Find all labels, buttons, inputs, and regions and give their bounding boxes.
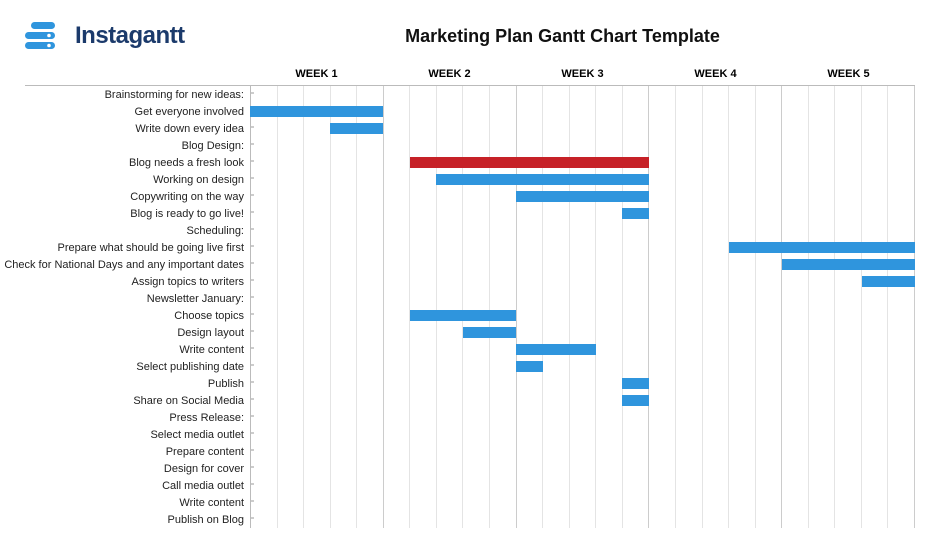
- gantt-bar: [410, 157, 649, 168]
- task-label: Share on Social Media: [25, 392, 250, 409]
- task-label: Prepare content: [25, 443, 250, 460]
- timeline-column: WEEK 1WEEK 2WEEK 3WEEK 4WEEK 5: [250, 62, 915, 528]
- task-label: Blog Design:: [25, 137, 250, 154]
- task-label: Assign topics to writers: [25, 273, 250, 290]
- gantt-chart: Brainstorming for new ideas:Get everyone…: [25, 62, 915, 528]
- gantt-row: [250, 392, 915, 409]
- task-label: Prepare what should be going live first: [25, 239, 250, 256]
- task-label: Choose topics: [25, 307, 250, 324]
- gantt-bar: [622, 208, 649, 219]
- gantt-row: [250, 375, 915, 392]
- gantt-bar: [516, 344, 596, 355]
- task-label: Get everyone involved: [25, 103, 250, 120]
- gantt-row: [250, 426, 915, 443]
- gantt-row: [250, 188, 915, 205]
- task-label: Newsletter January:: [25, 290, 250, 307]
- gantt-row: [250, 222, 915, 239]
- task-label: Publish on Blog: [25, 511, 250, 528]
- task-label: Press Release:: [25, 409, 250, 426]
- gantt-row: [250, 443, 915, 460]
- task-label: Write content: [25, 494, 250, 511]
- labels-header-spacer: [25, 62, 250, 86]
- gantt-row: [250, 358, 915, 375]
- gantt-row: [250, 290, 915, 307]
- page-title: Marketing Plan Gantt Chart Template: [210, 26, 915, 47]
- task-label: Call media outlet: [25, 477, 250, 494]
- task-label: Write content: [25, 341, 250, 358]
- gantt-bar: [436, 174, 649, 185]
- gantt-row: [250, 171, 915, 188]
- task-labels-column: Brainstorming for new ideas:Get everyone…: [25, 62, 250, 528]
- task-label: Working on design: [25, 171, 250, 188]
- gantt-bar: [862, 276, 915, 287]
- task-label: Blog is ready to go live!: [25, 205, 250, 222]
- gantt-row: [250, 341, 915, 358]
- gantt-row: [250, 511, 915, 528]
- gantt-bar: [622, 378, 649, 389]
- task-label: Scheduling:: [25, 222, 250, 239]
- gantt-bar: [330, 123, 383, 134]
- week-header-cell: WEEK 1: [250, 68, 383, 80]
- gantt-bar: [782, 259, 915, 270]
- week-header: WEEK 1WEEK 2WEEK 3WEEK 4WEEK 5: [250, 62, 915, 86]
- task-label: Brainstorming for new ideas:: [25, 86, 250, 103]
- task-label: Select publishing date: [25, 358, 250, 375]
- gantt-row: [250, 86, 915, 103]
- gantt-bar: [250, 106, 383, 117]
- gantt-row: [250, 307, 915, 324]
- gantt-row: [250, 120, 915, 137]
- gantt-row: [250, 273, 915, 290]
- gantt-row: [250, 137, 915, 154]
- brand-icon: [25, 20, 65, 52]
- task-label: Design for cover: [25, 460, 250, 477]
- gantt-row: [250, 103, 915, 120]
- gantt-bar: [622, 395, 649, 406]
- gantt-row: [250, 494, 915, 511]
- week-header-cell: WEEK 2: [383, 68, 516, 80]
- week-header-cell: WEEK 5: [782, 68, 915, 80]
- gantt-row: [250, 205, 915, 222]
- gantt-row: [250, 477, 915, 494]
- gantt-bar: [516, 191, 649, 202]
- task-label: Copywriting on the way: [25, 188, 250, 205]
- gantt-row: [250, 409, 915, 426]
- task-label: Design layout: [25, 324, 250, 341]
- gantt-bar: [463, 327, 516, 338]
- gantt-row: [250, 154, 915, 171]
- page-container: Instagantt Marketing Plan Gantt Chart Te…: [0, 0, 940, 544]
- task-label: Publish: [25, 375, 250, 392]
- task-label: Select media outlet: [25, 426, 250, 443]
- task-label: Write down every idea: [25, 120, 250, 137]
- gantt-bar: [410, 310, 516, 321]
- gantt-row: [250, 324, 915, 341]
- header-row: Instagantt Marketing Plan Gantt Chart Te…: [25, 15, 915, 57]
- week-header-cell: WEEK 3: [516, 68, 649, 80]
- gantt-rows-area: [250, 86, 915, 528]
- gantt-bar: [516, 361, 543, 372]
- brand-name: Instagantt: [75, 22, 185, 50]
- gantt-row: [250, 239, 915, 256]
- gantt-row: [250, 256, 915, 273]
- gantt-row: [250, 460, 915, 477]
- task-label: Check for National Days and any importan…: [25, 256, 250, 273]
- gantt-bar: [729, 242, 915, 253]
- week-header-cell: WEEK 4: [649, 68, 782, 80]
- task-label: Blog needs a fresh look: [25, 154, 250, 171]
